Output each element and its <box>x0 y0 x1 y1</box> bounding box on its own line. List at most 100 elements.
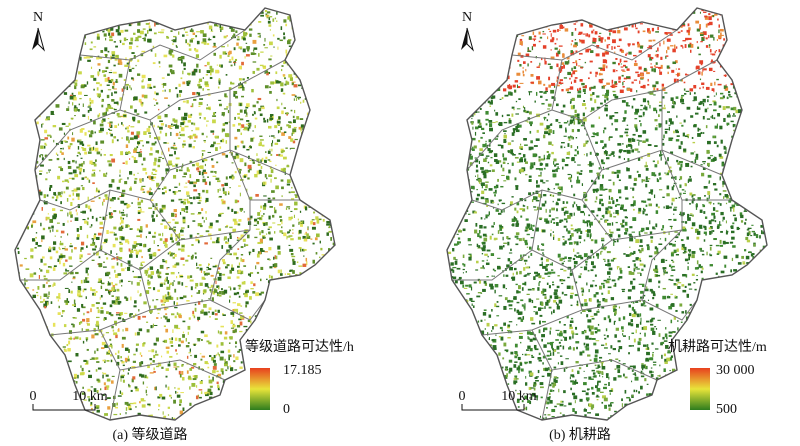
raster-cell <box>19 63 23 66</box>
raster-cell <box>151 214 154 218</box>
raster-cell <box>234 58 238 61</box>
raster-cell <box>239 118 244 121</box>
raster-cell <box>645 213 648 216</box>
raster-cell <box>23 23 27 26</box>
raster-cell <box>330 103 334 106</box>
raster-cell <box>321 183 325 187</box>
raster-cell <box>185 206 189 210</box>
raster-cell <box>178 370 181 375</box>
raster-cell <box>305 162 307 165</box>
raster-cell <box>108 349 111 354</box>
raster-cell <box>629 416 631 420</box>
raster-cell <box>106 360 110 362</box>
raster-cell <box>312 398 317 402</box>
raster-cell <box>276 154 279 157</box>
raster-cell <box>276 139 281 142</box>
raster-cell <box>715 318 718 322</box>
raster-cell <box>316 146 320 149</box>
raster-cell <box>127 260 131 265</box>
raster-cell <box>684 369 686 373</box>
raster-cell <box>155 350 157 354</box>
raster-cell <box>66 378 69 381</box>
raster-cell <box>682 226 686 230</box>
raster-cell <box>320 155 323 159</box>
raster-cell <box>233 60 237 63</box>
raster-cell <box>25 36 29 39</box>
raster-cell <box>558 16 563 20</box>
raster-cell <box>229 187 231 189</box>
raster-cell <box>588 289 590 293</box>
raster-cell <box>219 8 223 11</box>
raster-cell <box>659 69 661 72</box>
raster-cell <box>523 259 528 262</box>
raster-cell <box>301 128 304 130</box>
raster-cell <box>240 85 244 88</box>
raster-cell <box>68 35 72 40</box>
raster-cell <box>46 368 49 370</box>
raster-cell <box>494 109 496 112</box>
raster-cell <box>21 29 24 33</box>
raster-cell <box>47 134 51 137</box>
raster-cell <box>257 212 261 216</box>
raster-cell <box>40 26 45 30</box>
raster-cell <box>214 111 217 114</box>
raster-cell <box>221 288 223 291</box>
raster-cell <box>292 232 294 234</box>
raster-cell <box>60 236 62 238</box>
raster-cell <box>200 30 204 34</box>
raster-cell <box>97 326 99 330</box>
raster-cell <box>162 260 166 263</box>
raster-cell <box>90 131 94 135</box>
raster-cell <box>455 147 460 150</box>
raster-cell <box>79 141 84 145</box>
raster-cell <box>28 74 31 79</box>
raster-cell <box>478 43 481 46</box>
raster-cell <box>305 257 308 262</box>
raster-cell <box>120 211 125 214</box>
raster-cell <box>323 145 325 149</box>
raster-cell <box>107 118 110 120</box>
raster-cell <box>81 177 85 180</box>
raster-cell <box>268 215 271 220</box>
raster-cell <box>248 146 252 149</box>
raster-cell <box>24 400 29 403</box>
raster-cell <box>315 284 318 287</box>
raster-cell <box>170 146 175 149</box>
raster-cell <box>121 214 126 216</box>
raster-cell <box>62 30 65 34</box>
raster-cell <box>324 272 326 275</box>
raster-cell <box>89 119 93 121</box>
raster-cell <box>36 291 39 294</box>
raster-cell <box>179 410 183 415</box>
raster-cell <box>50 110 54 115</box>
raster-cell <box>234 145 237 150</box>
raster-cell <box>180 275 184 278</box>
raster-cell <box>154 53 157 57</box>
raster-cell <box>219 54 222 59</box>
raster-cell <box>58 305 60 309</box>
raster-cell <box>140 211 145 213</box>
raster-cell <box>239 192 241 197</box>
raster-cell <box>134 386 138 389</box>
raster-cell <box>758 199 760 202</box>
raster-cell <box>237 223 241 226</box>
raster-cell <box>25 70 28 74</box>
raster-cell <box>121 236 125 241</box>
raster-cell <box>104 359 106 364</box>
raster-cell <box>309 122 312 124</box>
raster-cell <box>695 206 698 210</box>
raster-cell <box>281 186 284 190</box>
raster-cell <box>37 372 40 376</box>
raster-cell <box>91 407 93 410</box>
raster-cell <box>137 29 141 33</box>
raster-cell <box>323 97 327 101</box>
raster-cell <box>227 55 230 57</box>
raster-cell <box>152 360 155 363</box>
raster-cell <box>323 373 326 377</box>
raster-cell <box>239 83 243 87</box>
raster-cell <box>544 57 546 61</box>
raster-cell <box>286 165 290 168</box>
raster-cell <box>259 325 261 328</box>
raster-cell <box>739 212 743 216</box>
raster-cell <box>265 151 267 153</box>
